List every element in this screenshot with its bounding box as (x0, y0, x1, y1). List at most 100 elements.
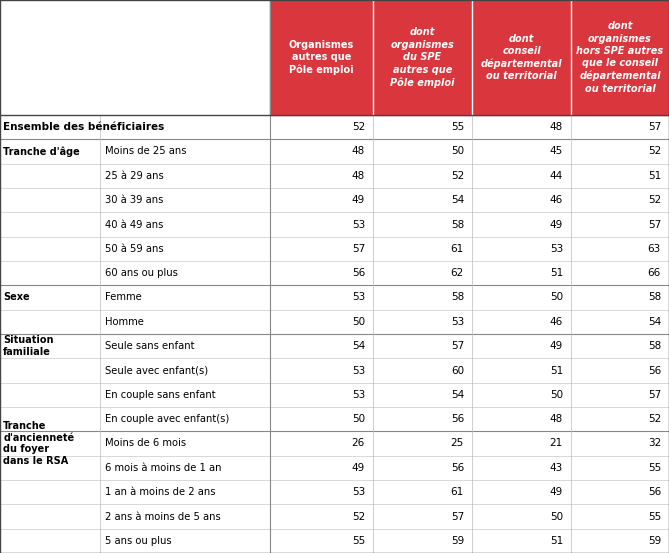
Text: 52: 52 (451, 171, 464, 181)
Text: Homme: Homme (105, 317, 145, 327)
Text: 25: 25 (451, 439, 464, 448)
Text: 49: 49 (550, 220, 563, 229)
Text: 53: 53 (352, 390, 365, 400)
Text: 62: 62 (451, 268, 464, 278)
Text: 26: 26 (352, 439, 365, 448)
Text: 21: 21 (550, 439, 563, 448)
Text: 48: 48 (352, 147, 365, 156)
Text: 57: 57 (451, 512, 464, 521)
Text: Moins de 25 ans: Moins de 25 ans (105, 147, 187, 156)
Text: 50: 50 (550, 293, 563, 302)
Bar (270, 0, 373, 115)
Text: 57: 57 (648, 122, 661, 132)
Text: 2 ans à moins de 5 ans: 2 ans à moins de 5 ans (105, 512, 221, 521)
Text: 49: 49 (550, 487, 563, 497)
Text: 57: 57 (352, 244, 365, 254)
Text: 52: 52 (352, 512, 365, 521)
Text: 1 an à moins de 2 ans: 1 an à moins de 2 ans (105, 487, 216, 497)
Text: Situation
familiale: Situation familiale (3, 335, 54, 357)
Text: 50 à 59 ans: 50 à 59 ans (105, 244, 164, 254)
Text: 53: 53 (352, 220, 365, 229)
Text: dont
organismes
hors SPE autres
que le conseil
départemental
ou territorial: dont organismes hors SPE autres que le c… (577, 21, 664, 94)
Text: 40 à 49 ans: 40 à 49 ans (105, 220, 164, 229)
Text: 66: 66 (648, 268, 661, 278)
Text: 25 à 29 ans: 25 à 29 ans (105, 171, 164, 181)
Text: Seule avec enfant(s): Seule avec enfant(s) (105, 366, 209, 375)
Text: 53: 53 (352, 366, 365, 375)
Text: 56: 56 (451, 414, 464, 424)
Text: 61: 61 (451, 244, 464, 254)
Text: 48: 48 (550, 414, 563, 424)
Text: 48: 48 (550, 122, 563, 132)
Text: 55: 55 (352, 536, 365, 546)
Text: 55: 55 (648, 463, 661, 473)
Text: 56: 56 (648, 487, 661, 497)
Text: 48: 48 (352, 171, 365, 181)
Text: En couple sans enfant: En couple sans enfant (105, 390, 216, 400)
Text: 59: 59 (648, 536, 661, 546)
Text: 54: 54 (648, 317, 661, 327)
Bar (472, 0, 571, 115)
Text: 51: 51 (550, 366, 563, 375)
Text: 56: 56 (352, 268, 365, 278)
Text: 50: 50 (550, 512, 563, 521)
Text: 44: 44 (550, 171, 563, 181)
Text: Sexe: Sexe (3, 293, 30, 302)
Text: 55: 55 (451, 122, 464, 132)
Text: dont
organismes
du SPE
autres que
Pôle emploi: dont organismes du SPE autres que Pôle e… (390, 28, 455, 87)
Text: 52: 52 (648, 195, 661, 205)
Text: 51: 51 (550, 536, 563, 546)
Text: 46: 46 (550, 195, 563, 205)
Text: 56: 56 (648, 366, 661, 375)
Text: 55: 55 (648, 512, 661, 521)
Text: 5 ans ou plus: 5 ans ou plus (105, 536, 172, 546)
Text: 58: 58 (648, 293, 661, 302)
Text: 52: 52 (648, 414, 661, 424)
Text: 57: 57 (648, 390, 661, 400)
Text: 6 mois à moins de 1 an: 6 mois à moins de 1 an (105, 463, 222, 473)
Text: En couple avec enfant(s): En couple avec enfant(s) (105, 414, 229, 424)
Text: 53: 53 (352, 293, 365, 302)
Text: 46: 46 (550, 317, 563, 327)
Text: Femme: Femme (105, 293, 142, 302)
Text: 59: 59 (451, 536, 464, 546)
Text: dont
conseil
départemental
ou territorial: dont conseil départemental ou territoria… (481, 34, 563, 81)
Text: 57: 57 (451, 341, 464, 351)
Text: 49: 49 (550, 341, 563, 351)
Text: 53: 53 (352, 487, 365, 497)
Bar (373, 0, 472, 115)
Text: 50: 50 (352, 414, 365, 424)
Bar (571, 0, 669, 115)
Text: 50: 50 (352, 317, 365, 327)
Text: 49: 49 (352, 195, 365, 205)
Text: 32: 32 (648, 439, 661, 448)
Text: 63: 63 (648, 244, 661, 254)
Text: 51: 51 (550, 268, 563, 278)
Text: Organismes
autres que
Pôle emploi: Organismes autres que Pôle emploi (289, 40, 354, 75)
Text: 58: 58 (451, 220, 464, 229)
Text: Tranche
d'ancienneté
du foyer
dans le RSA: Tranche d'ancienneté du foyer dans le RS… (3, 421, 74, 466)
Text: Moins de 6 mois: Moins de 6 mois (105, 439, 187, 448)
Text: 30 à 39 ans: 30 à 39 ans (105, 195, 164, 205)
Text: 43: 43 (550, 463, 563, 473)
Text: 61: 61 (451, 487, 464, 497)
Text: Seule sans enfant: Seule sans enfant (105, 341, 195, 351)
Text: 54: 54 (352, 341, 365, 351)
Text: 52: 52 (648, 147, 661, 156)
Text: 53: 53 (451, 317, 464, 327)
Text: 49: 49 (352, 463, 365, 473)
Text: 52: 52 (352, 122, 365, 132)
Text: Ensemble des bénéficiaires: Ensemble des bénéficiaires (3, 122, 165, 132)
Text: 54: 54 (451, 195, 464, 205)
Text: 50: 50 (451, 147, 464, 156)
Text: 57: 57 (648, 220, 661, 229)
Text: Tranche d'âge: Tranche d'âge (3, 146, 80, 156)
Text: 50: 50 (550, 390, 563, 400)
Text: 56: 56 (451, 463, 464, 473)
Text: 54: 54 (451, 390, 464, 400)
Text: 58: 58 (451, 293, 464, 302)
Text: 60: 60 (451, 366, 464, 375)
Text: 53: 53 (550, 244, 563, 254)
Text: 45: 45 (550, 147, 563, 156)
Text: 51: 51 (648, 171, 661, 181)
